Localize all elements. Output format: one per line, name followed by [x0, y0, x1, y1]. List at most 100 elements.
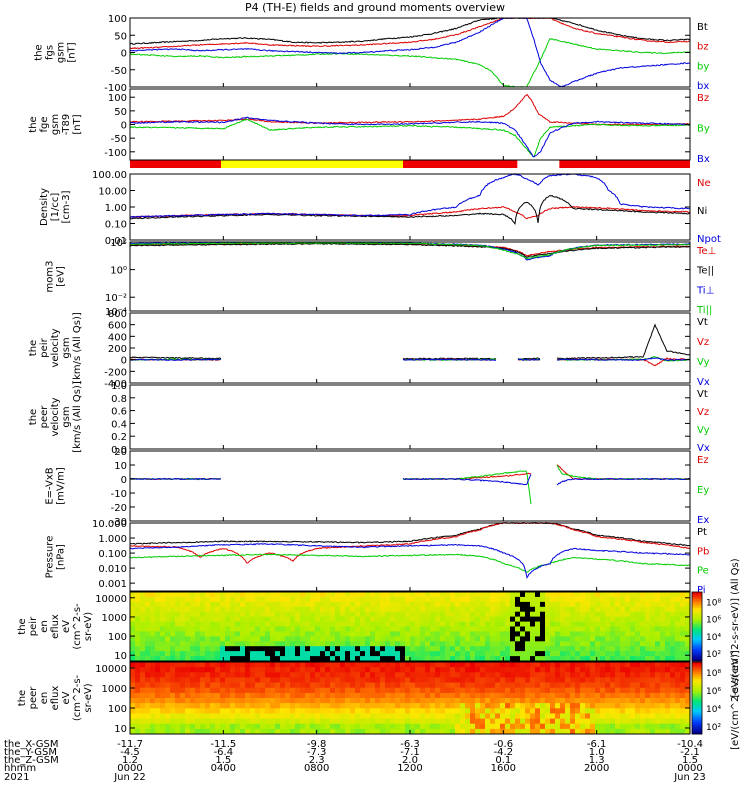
- x-tick-label: 1.5: [215, 755, 231, 766]
- heatmap-cell: [215, 646, 221, 652]
- heatmap-cell: [225, 601, 231, 608]
- heatmap-cell: [205, 631, 211, 637]
- y-tick-label: 0.001: [98, 579, 127, 590]
- heatmap-cell: [205, 646, 211, 652]
- heatmap-cell: [280, 592, 286, 598]
- heatmap-cell: [305, 636, 311, 642]
- heatmap-cell: [150, 703, 156, 709]
- heatmap-cell: [520, 592, 526, 598]
- heatmap-cell: [425, 631, 431, 637]
- heatmap-cell: [590, 677, 596, 683]
- heatmap-cell: [390, 708, 396, 714]
- heatmap-cell: [515, 596, 521, 603]
- heatmap-cell: [520, 636, 526, 642]
- heatmap-cell: [405, 631, 411, 637]
- heatmap-cell: [485, 703, 491, 709]
- heatmap-cell: [235, 677, 241, 683]
- heatmap-cell: [190, 723, 196, 730]
- heatmap-cell: [460, 672, 466, 678]
- heatmap-cell: [620, 606, 626, 613]
- heatmap-cell: [575, 698, 581, 704]
- heatmap-cell: [610, 646, 616, 652]
- heatmap-cell: [615, 621, 621, 627]
- heatmap-cell: [275, 672, 281, 678]
- heatmap-cell: [220, 672, 226, 678]
- heatmap-cell: [520, 662, 526, 668]
- heatmap-cell: [635, 708, 641, 714]
- heatmap-cell: [170, 636, 176, 642]
- heatmap-cell: [195, 641, 201, 647]
- heatmap-cell: [640, 611, 646, 617]
- heatmap-cell: [210, 651, 216, 657]
- heatmap-cell: [205, 698, 211, 704]
- heatmap-cell: [185, 641, 191, 647]
- heatmap-cell: [575, 703, 581, 709]
- heatmap-cell: [215, 651, 221, 657]
- x-tick-label: -0.6: [494, 739, 514, 750]
- heatmap-cell: [415, 698, 421, 704]
- heatmap-cell: [250, 718, 256, 725]
- heatmap-cell: [615, 708, 621, 714]
- y-axis-label: mom3: [45, 261, 56, 293]
- heatmap-cell: [255, 656, 261, 662]
- heatmap-cell: [230, 728, 236, 735]
- heatmap-cell: [265, 651, 271, 657]
- heatmap-cell: [275, 713, 281, 719]
- heatmap-cell: [355, 631, 361, 637]
- heatmap-cell: [515, 606, 521, 613]
- heatmap-cell: [500, 682, 506, 689]
- heatmap-cell: [310, 616, 316, 622]
- heatmap-cell: [340, 662, 346, 668]
- heatmap-cell: [400, 606, 406, 613]
- heatmap-cell: [395, 646, 401, 652]
- heatmap-cell: [305, 606, 311, 613]
- heatmap-cell: [175, 692, 181, 699]
- heatmap-cell: [255, 646, 261, 652]
- heatmap-cell: [355, 718, 361, 725]
- heatmap-cell: [140, 667, 146, 673]
- heatmap-cell: [195, 646, 201, 652]
- heatmap-cell: [185, 687, 191, 694]
- heatmap-cell: [305, 646, 311, 652]
- heatmap-cell: [480, 698, 486, 704]
- heatmap-cell: [285, 611, 291, 617]
- heatmap-cell: [160, 616, 166, 622]
- heatmap-cell: [340, 596, 346, 603]
- heatmap-cell: [525, 713, 531, 719]
- heatmap-cell: [440, 662, 446, 668]
- heatmap-cell: [445, 631, 451, 637]
- heatmap-cell: [415, 723, 421, 730]
- heatmap-cell: [615, 728, 621, 735]
- heatmap-cell: [375, 718, 381, 725]
- heatmap-cell: [290, 713, 296, 719]
- y-axis-label: [km/s (All Qs)]: [72, 381, 83, 453]
- heatmap-cell: [170, 596, 176, 603]
- heatmap-cell: [165, 677, 171, 683]
- heatmap-cell: [350, 703, 356, 709]
- heatmap-cell: [225, 708, 231, 714]
- series-line-Ez: [130, 464, 691, 481]
- heatmap-cell: [410, 713, 416, 719]
- heatmap-cell: [530, 662, 536, 668]
- heatmap-cell: [470, 713, 476, 719]
- heatmap-cell: [380, 631, 386, 637]
- heatmap-cell: [490, 656, 496, 662]
- legend-Pt: Pt: [697, 527, 707, 538]
- heatmap-cell: [185, 682, 191, 689]
- heatmap-cell: [545, 636, 551, 642]
- heatmap-cell: [355, 611, 361, 617]
- heatmap-cell: [150, 677, 156, 683]
- heatmap-cell: [335, 601, 341, 608]
- heatmap-cell: [685, 682, 691, 689]
- legend-Ni: Ni: [697, 206, 707, 217]
- heatmap-cell: [440, 682, 446, 689]
- heatmap-cell: [130, 662, 136, 668]
- heatmap-cell: [345, 682, 351, 689]
- heatmap-cell: [275, 708, 281, 714]
- heatmap-cell: [285, 596, 291, 603]
- colorbar-segment: [692, 712, 702, 716]
- heatmap-cell: [155, 596, 161, 603]
- heatmap-cell: [280, 713, 286, 719]
- heatmap-cell: [290, 723, 296, 730]
- y-tick-label: 10000: [95, 664, 127, 675]
